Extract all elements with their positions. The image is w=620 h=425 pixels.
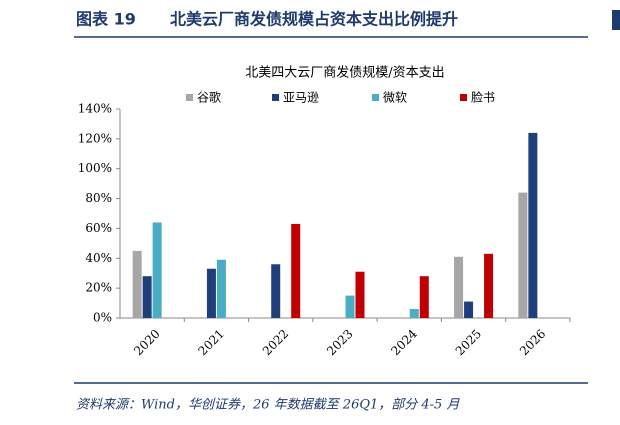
y-tick-label: 20% xyxy=(85,281,112,295)
bar xyxy=(419,276,429,318)
figure-label: 图表 19 xyxy=(76,10,136,29)
bar xyxy=(409,309,419,318)
y-tick-label: 120% xyxy=(78,131,112,145)
next-figure-edge xyxy=(612,10,620,30)
bar xyxy=(464,301,474,318)
y-tick-label: 140% xyxy=(78,102,112,116)
y-tick-label: 80% xyxy=(85,191,112,205)
bar xyxy=(484,253,494,318)
x-tick-label: 2021 xyxy=(196,327,227,358)
bar xyxy=(345,295,355,318)
y-tick-label: 60% xyxy=(85,221,112,235)
y-tick-label: 0% xyxy=(93,311,112,325)
bar xyxy=(454,256,464,318)
legend-swatch xyxy=(460,94,467,101)
y-tick-label: 40% xyxy=(85,251,112,265)
x-tick-label: 2025 xyxy=(453,327,484,358)
legend-swatch xyxy=(372,94,379,101)
x-tick-label: 2022 xyxy=(260,327,291,358)
source-note: 资料来源：Wind，华创证券，26 年数据截至 26Q1，部分 4-5 月 xyxy=(76,398,460,413)
bar xyxy=(355,271,365,318)
figure-title: 北美云厂商发债规模占资本支出比例提升 xyxy=(170,10,458,29)
y-tick-label: 100% xyxy=(78,161,112,175)
legend-swatch xyxy=(272,94,279,101)
bar xyxy=(528,132,538,318)
bar xyxy=(152,222,162,318)
x-tick-label: 2024 xyxy=(388,326,420,358)
bar xyxy=(132,250,142,318)
legend-swatch xyxy=(186,94,193,101)
x-tick-label: 2026 xyxy=(517,327,548,358)
x-tick-label: 2023 xyxy=(324,327,355,358)
bar xyxy=(216,259,226,318)
legend-label: 亚马逊 xyxy=(283,91,319,105)
bar xyxy=(518,192,528,318)
chart-title: 北美四大云厂商发债规模/资本支出 xyxy=(245,65,444,81)
x-tick-label: 2020 xyxy=(131,327,162,358)
bar xyxy=(291,223,301,318)
legend-label: 谷歌 xyxy=(197,90,221,105)
legend-label: 微软 xyxy=(383,91,407,105)
bar xyxy=(142,276,152,318)
bar xyxy=(271,264,281,318)
bar xyxy=(206,268,216,318)
legend-label: 脸书 xyxy=(471,91,495,105)
